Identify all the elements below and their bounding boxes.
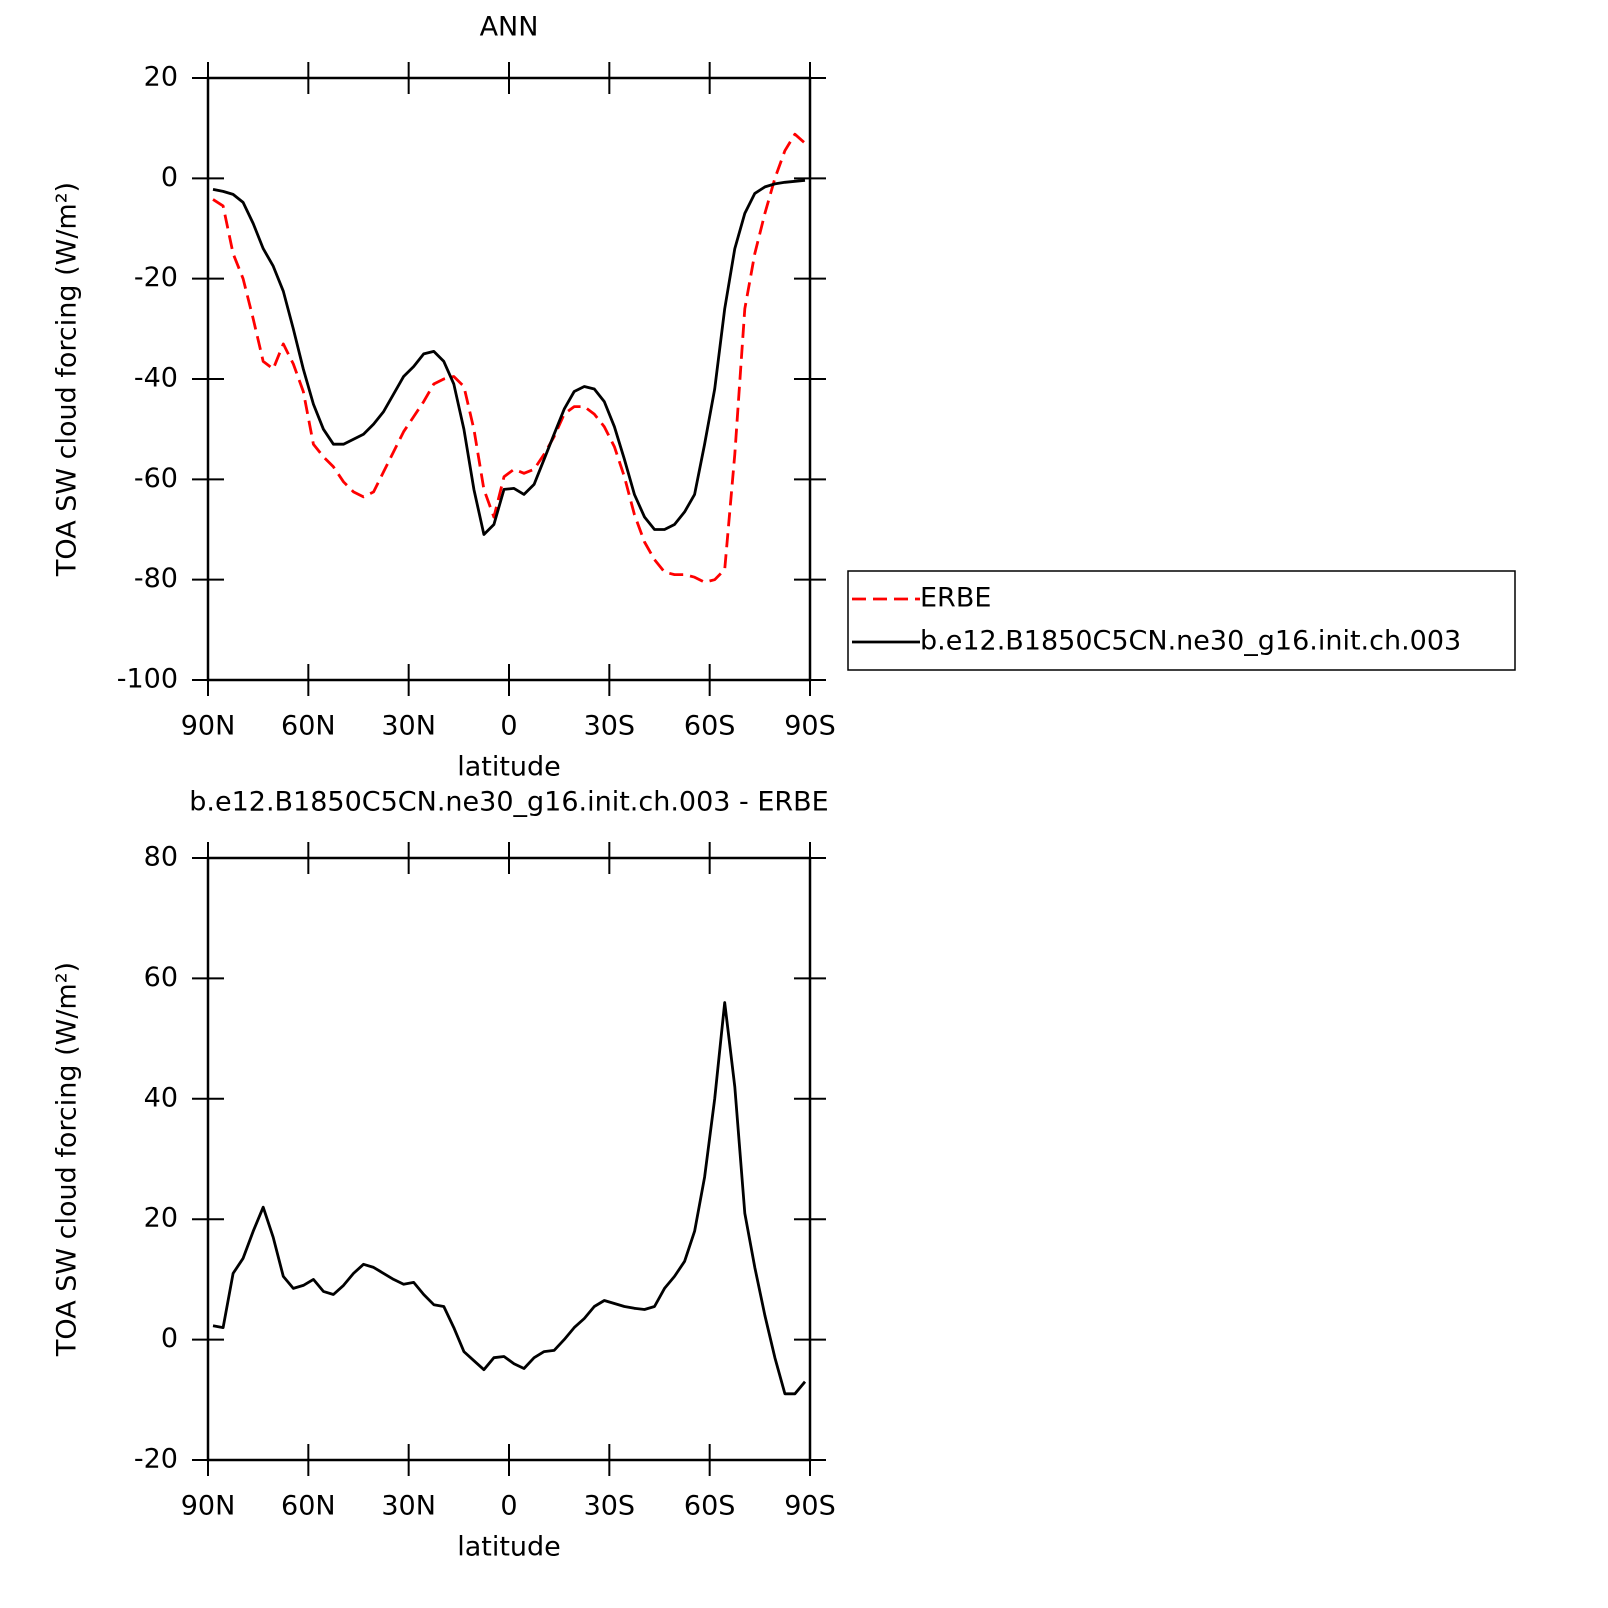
x-tick-label: 30N [381, 711, 436, 742]
y-tick-label: 20 [144, 62, 178, 93]
y-tick-label: -20 [134, 1444, 178, 1475]
y-tick-label: -80 [134, 563, 178, 594]
x-tick-label: 90N [181, 1491, 236, 1522]
y-axis-label: TOA SW cloud forcing (W/m²) [52, 182, 83, 577]
x-axis-label: latitude [457, 752, 561, 783]
y-tick-label: -60 [134, 463, 178, 494]
chart-title: ANN [480, 12, 539, 43]
x-tick-label: 30S [584, 1491, 636, 1522]
y-axis-label: TOA SW cloud forcing (W/m²) [52, 962, 83, 1357]
y-tick-label: 0 [161, 162, 178, 193]
series-line [212, 132, 806, 584]
y-tick-label: 20 [144, 1203, 178, 1234]
y-tick-label: 60 [144, 962, 178, 993]
chart: b.e12.B1850C5CN.ne30_g16.init.ch.003 - E… [52, 787, 836, 1563]
chart: ANN latitude TOA SW cloud forcing (W/m²) -1… [52, 12, 1516, 783]
x-tick-label: 0 [500, 711, 517, 742]
legend-label: ERBE [920, 583, 991, 614]
x-tick-label: 30S [584, 711, 636, 742]
series-line [212, 1001, 807, 1396]
y-tick-label: 0 [161, 1323, 178, 1354]
x-tick-label: 30N [381, 1491, 436, 1522]
y-tick-label: 40 [144, 1082, 178, 1113]
y-tick-label: 80 [144, 842, 178, 873]
legend: ERBE b.e12.B1850C5CN.ne30_g16.init.ch.003 [847, 570, 1516, 671]
x-tick-label: 60N [281, 711, 336, 742]
plot-frame [206, 856, 812, 1462]
y-tick-label: -40 [134, 363, 178, 394]
y-tick-label: -20 [134, 262, 178, 293]
x-tick-label: 60N [281, 1491, 336, 1522]
x-axis-label: latitude [457, 1532, 561, 1563]
y-tick-label: -100 [117, 664, 178, 695]
x-tick-label: 60S [684, 711, 736, 742]
legend-box [847, 570, 1516, 671]
legend-label: b.e12.B1850C5CN.ne30_g16.init.ch.003 [920, 626, 1461, 657]
x-tick-label: 90S [784, 1491, 836, 1522]
x-tick-label: 90N [181, 711, 236, 742]
x-tick-label: 60S [684, 1491, 736, 1522]
x-tick-label: 90S [784, 711, 836, 742]
series-line [212, 178, 806, 536]
plot-frame [206, 76, 812, 682]
x-tick-label: 0 [500, 1491, 517, 1522]
chart-title: b.e12.B1850C5CN.ne30_g16.init.ch.003 - E… [189, 787, 829, 818]
